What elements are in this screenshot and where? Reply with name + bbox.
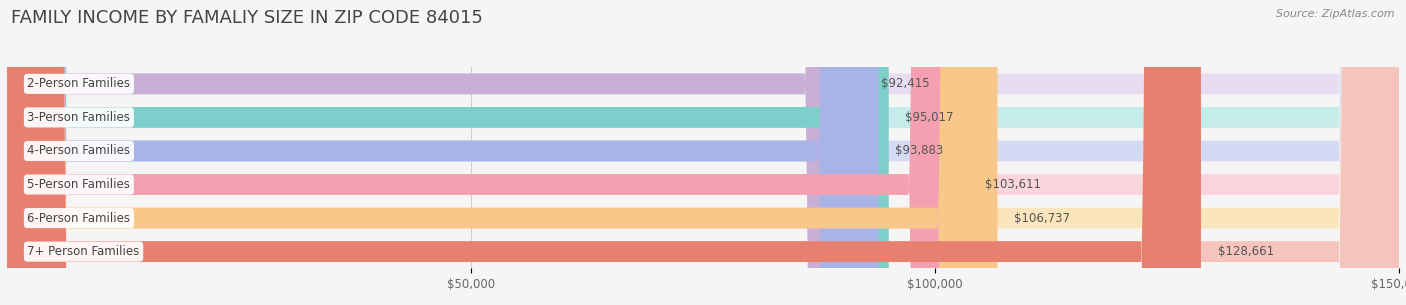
- FancyBboxPatch shape: [7, 0, 889, 305]
- Text: $93,883: $93,883: [896, 145, 943, 157]
- Text: 4-Person Families: 4-Person Families: [28, 145, 131, 157]
- FancyBboxPatch shape: [7, 0, 1201, 305]
- Text: $92,415: $92,415: [882, 77, 929, 90]
- FancyBboxPatch shape: [7, 0, 879, 305]
- Text: 6-Person Families: 6-Person Families: [28, 212, 131, 224]
- FancyBboxPatch shape: [7, 0, 1399, 305]
- FancyBboxPatch shape: [7, 0, 1399, 305]
- Text: $106,737: $106,737: [1014, 212, 1070, 224]
- FancyBboxPatch shape: [7, 0, 1399, 305]
- FancyBboxPatch shape: [7, 0, 1399, 305]
- Text: 2-Person Families: 2-Person Families: [28, 77, 131, 90]
- FancyBboxPatch shape: [7, 0, 1399, 305]
- FancyBboxPatch shape: [7, 0, 1399, 305]
- FancyBboxPatch shape: [7, 0, 969, 305]
- Text: Source: ZipAtlas.com: Source: ZipAtlas.com: [1277, 9, 1395, 19]
- Text: $128,661: $128,661: [1218, 245, 1274, 258]
- FancyBboxPatch shape: [7, 0, 997, 305]
- Text: 3-Person Families: 3-Person Families: [28, 111, 131, 124]
- Text: 7+ Person Families: 7+ Person Families: [28, 245, 139, 258]
- FancyBboxPatch shape: [7, 0, 865, 305]
- Text: $103,611: $103,611: [986, 178, 1042, 191]
- Text: 5-Person Families: 5-Person Families: [28, 178, 131, 191]
- Text: $95,017: $95,017: [905, 111, 953, 124]
- Text: FAMILY INCOME BY FAMALIY SIZE IN ZIP CODE 84015: FAMILY INCOME BY FAMALIY SIZE IN ZIP COD…: [11, 9, 484, 27]
